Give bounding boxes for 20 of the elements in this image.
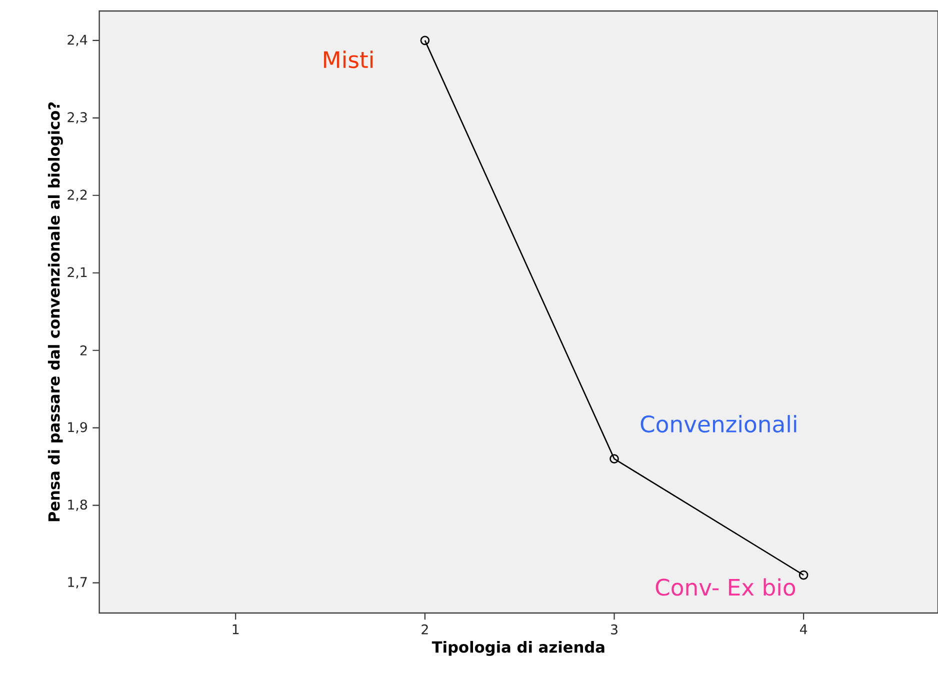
y-axis-title: Pensa di passare dal convenzionale al biologico? (48, 102, 63, 522)
y-tick-label: 2,2 (68, 190, 87, 202)
point (420, 36, 430, 46)
y-tick-label: 2 (80, 345, 87, 356)
x-tick-label: 4 (800, 624, 808, 634)
y-tick-label: 1,8 (68, 500, 88, 512)
x-tick-label: 2 (422, 624, 428, 634)
x-tick-label: 1 (232, 624, 239, 634)
annotation: Conv- Ex bio (656, 578, 796, 596)
y-tick-label: 2,1 (68, 267, 87, 279)
point (798, 570, 808, 580)
point (610, 454, 619, 464)
y-tick-label: 2,4 (68, 34, 88, 46)
y-tick-label: 2,3 (68, 112, 87, 124)
x-tick-label: 3 (611, 624, 618, 634)
x-axis-title: Tipologia di azienda (432, 640, 604, 656)
y-tick-label: 1,7 (68, 577, 87, 588)
annotation: Misti (324, 50, 373, 68)
y-tick-label: 1,9 (68, 422, 87, 434)
annotation: Convenzionali (640, 415, 796, 433)
